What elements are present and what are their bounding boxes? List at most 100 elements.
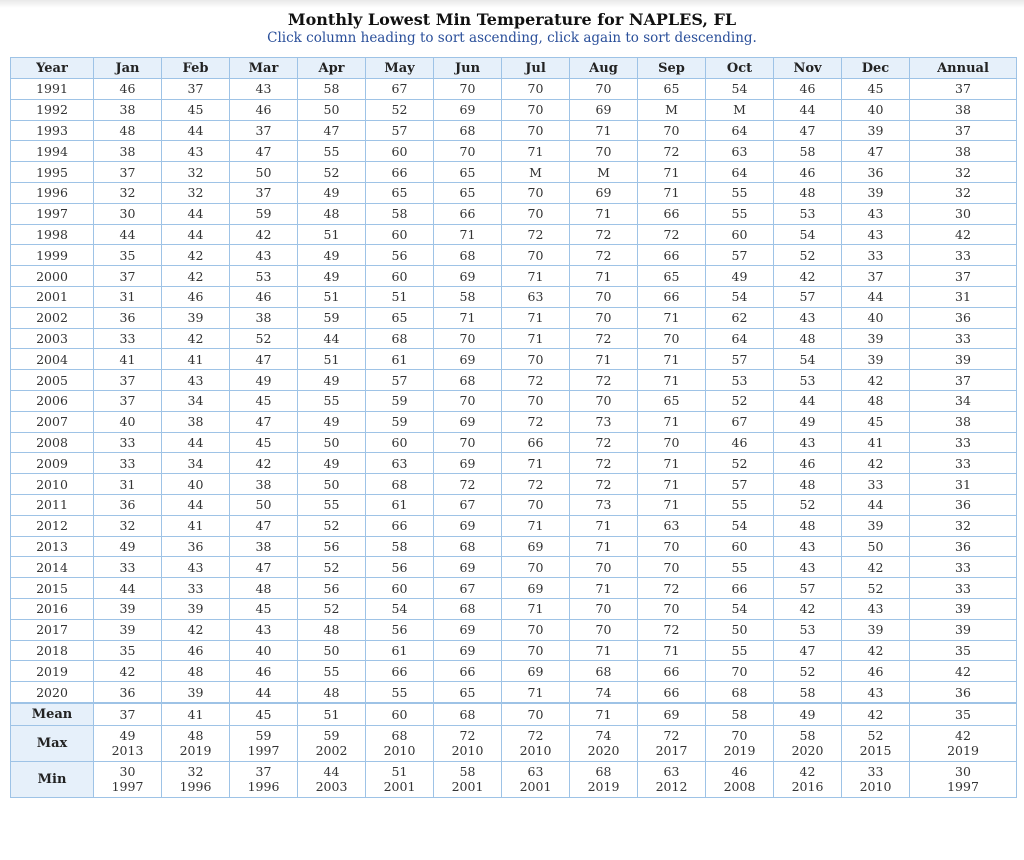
- temp-cell-mar: 46: [229, 660, 298, 683]
- temp-cell-sep: 71: [637, 639, 706, 662]
- temp-cell-oct: 55: [705, 639, 774, 662]
- temp-cell-nov: 53: [773, 369, 842, 391]
- temp-cell-jan: 39: [93, 597, 162, 620]
- temp-cell-feb: 40: [161, 473, 230, 495]
- temp-cell-jan: 35: [93, 244, 162, 267]
- column-header-nov[interactable]: Nov: [773, 57, 842, 79]
- temp-cell-jun: 66: [433, 660, 502, 683]
- temp-cell-sep: 70: [637, 327, 706, 350]
- min-row: Min 30 1997 32 1996 37 1996 44 2003 51 2001 58 2001…: [10, 760, 1017, 798]
- max-year: 2013: [111, 743, 144, 759]
- temp-cell-oct: 60: [705, 535, 774, 558]
- temp-cell-may: 60: [365, 431, 434, 454]
- temp-cell-feb: 36: [161, 535, 230, 558]
- temp-cell-jul: 72: [501, 410, 570, 433]
- column-header-sep[interactable]: Sep: [637, 57, 706, 79]
- column-header-dec[interactable]: Dec: [841, 57, 910, 79]
- temp-cell-feb: 39: [161, 306, 230, 329]
- temp-cell-jan: 37: [93, 389, 162, 412]
- temp-cell-feb: 44: [161, 431, 230, 454]
- temp-cell-mar: 48: [229, 577, 298, 599]
- min-value: 30: [955, 764, 971, 780]
- temp-cell-aug: 71: [569, 265, 638, 287]
- temp-cell-feb: 38: [161, 410, 230, 433]
- temp-cell-oct: 50: [705, 618, 774, 641]
- temp-cell-may: 68: [365, 327, 434, 350]
- year-cell: 1996: [10, 181, 94, 204]
- temp-cell-jun: 65: [433, 181, 502, 204]
- column-header-year[interactable]: Year: [10, 57, 94, 79]
- column-header-may[interactable]: May: [365, 57, 434, 79]
- column-header-jun[interactable]: Jun: [433, 57, 502, 79]
- max-value: 59: [323, 728, 340, 744]
- temp-cell-may: 60: [365, 140, 434, 163]
- min-cell-dec: 33 2010: [841, 760, 910, 798]
- temp-cell-jun: 65: [433, 681, 502, 704]
- temp-cell-oct: 60: [705, 223, 774, 246]
- temp-cell-apr: 51: [297, 223, 366, 246]
- temp-cell-apr: 48: [297, 618, 366, 641]
- max-value: 72: [527, 728, 544, 744]
- temp-cell-jan: 32: [93, 181, 162, 204]
- temp-cell-jan: 33: [93, 327, 162, 350]
- table-row: 2001 31 46 46 51 51 58 63 70 66 54 57 44 31: [10, 285, 1017, 308]
- temp-cell-mar: 40: [229, 639, 298, 662]
- year-cell: 2008: [10, 431, 94, 454]
- temp-cell-sep: 71: [637, 181, 706, 204]
- min-year: 2003: [315, 779, 348, 795]
- temp-cell-mar: 45: [229, 389, 298, 412]
- column-header-apr[interactable]: Apr: [297, 57, 366, 79]
- temp-cell-jul: 71: [501, 327, 570, 350]
- max-year: 1997: [247, 743, 280, 759]
- temp-cell-may: 59: [365, 389, 434, 412]
- temp-cell-jun: 70: [433, 78, 502, 100]
- temp-cell-apr: 48: [297, 202, 366, 225]
- column-header-aug[interactable]: Aug: [569, 57, 638, 79]
- temp-cell-apr: 44: [297, 327, 366, 350]
- table-row: 2014 33 43 47 52 56 69 70 70 70 55 43 42 33: [10, 556, 1017, 579]
- temp-cell-annual: 33: [909, 244, 1017, 267]
- min-year: 2010: [859, 779, 892, 795]
- temp-cell-aug: 71: [569, 119, 638, 142]
- temp-cell-jun: 69: [433, 410, 502, 433]
- temp-cell-jun: 67: [433, 493, 502, 516]
- column-header-mar[interactable]: Mar: [229, 57, 298, 79]
- temp-cell-nov: 53: [773, 202, 842, 225]
- temp-cell-aug: 70: [569, 78, 638, 100]
- temp-cell-annual: 33: [909, 452, 1017, 475]
- temp-cell-feb: 39: [161, 597, 230, 620]
- max-cell-oct: 70 2019: [705, 724, 774, 762]
- table-header: Year Jan Feb Mar Apr May Jun Jul Aug Sep Oct Nov Dec…: [10, 57, 1017, 79]
- temp-cell-nov: 57: [773, 577, 842, 599]
- temp-cell-feb: 39: [161, 681, 230, 704]
- temp-cell-feb: 45: [161, 98, 230, 121]
- temp-cell-aug: 70: [569, 618, 638, 641]
- temp-cell-jul: 63: [501, 285, 570, 308]
- temp-cell-dec: 40: [841, 306, 910, 329]
- max-year: 2010: [451, 743, 484, 759]
- max-cell-nov: 58 2020: [773, 724, 842, 762]
- table-row: 2007 40 38 47 49 59 69 72 73 71 67 49 45 38: [10, 410, 1017, 433]
- year-cell: 2013: [10, 535, 94, 558]
- column-header-jan[interactable]: Jan: [93, 57, 162, 79]
- column-header-annual[interactable]: Annual: [909, 57, 1017, 79]
- table-row: 1999 35 42 43 49 56 68 70 72 66 57 52 33 33: [10, 244, 1017, 267]
- temp-cell-sep: 70: [637, 535, 706, 558]
- column-header-oct[interactable]: Oct: [705, 57, 774, 79]
- temp-cell-oct: 57: [705, 473, 774, 495]
- temp-cell-oct: 63: [705, 140, 774, 163]
- temp-cell-mar: 42: [229, 223, 298, 246]
- max-year: 2017: [655, 743, 688, 759]
- temp-cell-apr: 55: [297, 493, 366, 516]
- temp-cell-aug: 72: [569, 452, 638, 475]
- temp-cell-apr: 50: [297, 98, 366, 121]
- column-header-feb[interactable]: Feb: [161, 57, 230, 79]
- temp-cell-feb: 44: [161, 223, 230, 246]
- temp-cell-jan: 33: [93, 452, 162, 475]
- temp-cell-aug: 72: [569, 327, 638, 350]
- temp-cell-mar: 49: [229, 369, 298, 391]
- temp-cell-aug: 68: [569, 660, 638, 683]
- temp-cell-annual: 36: [909, 535, 1017, 558]
- column-header-jul[interactable]: Jul: [501, 57, 570, 79]
- temp-cell-dec: 42: [841, 639, 910, 662]
